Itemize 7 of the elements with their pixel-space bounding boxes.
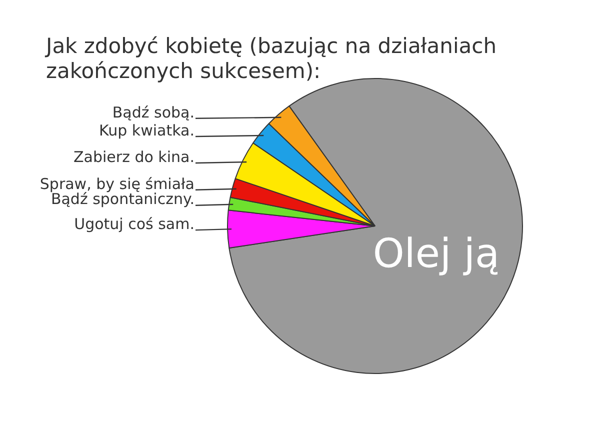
slice-label: Spraw, by się śmiała	[40, 174, 194, 193]
slice-label: Ugotuj coś sam.	[74, 214, 194, 233]
slice-label: Bądź sobą.	[112, 103, 194, 122]
chart-title: Jak zdobyć kobietę (bazując na działaniach zakończonych sukcesem):	[46, 34, 498, 84]
slice-label: Kup kwiatka.	[99, 121, 194, 140]
slice-label: Olej ją	[372, 231, 500, 278]
slice-label: Zabierz do kina.	[74, 148, 194, 166]
